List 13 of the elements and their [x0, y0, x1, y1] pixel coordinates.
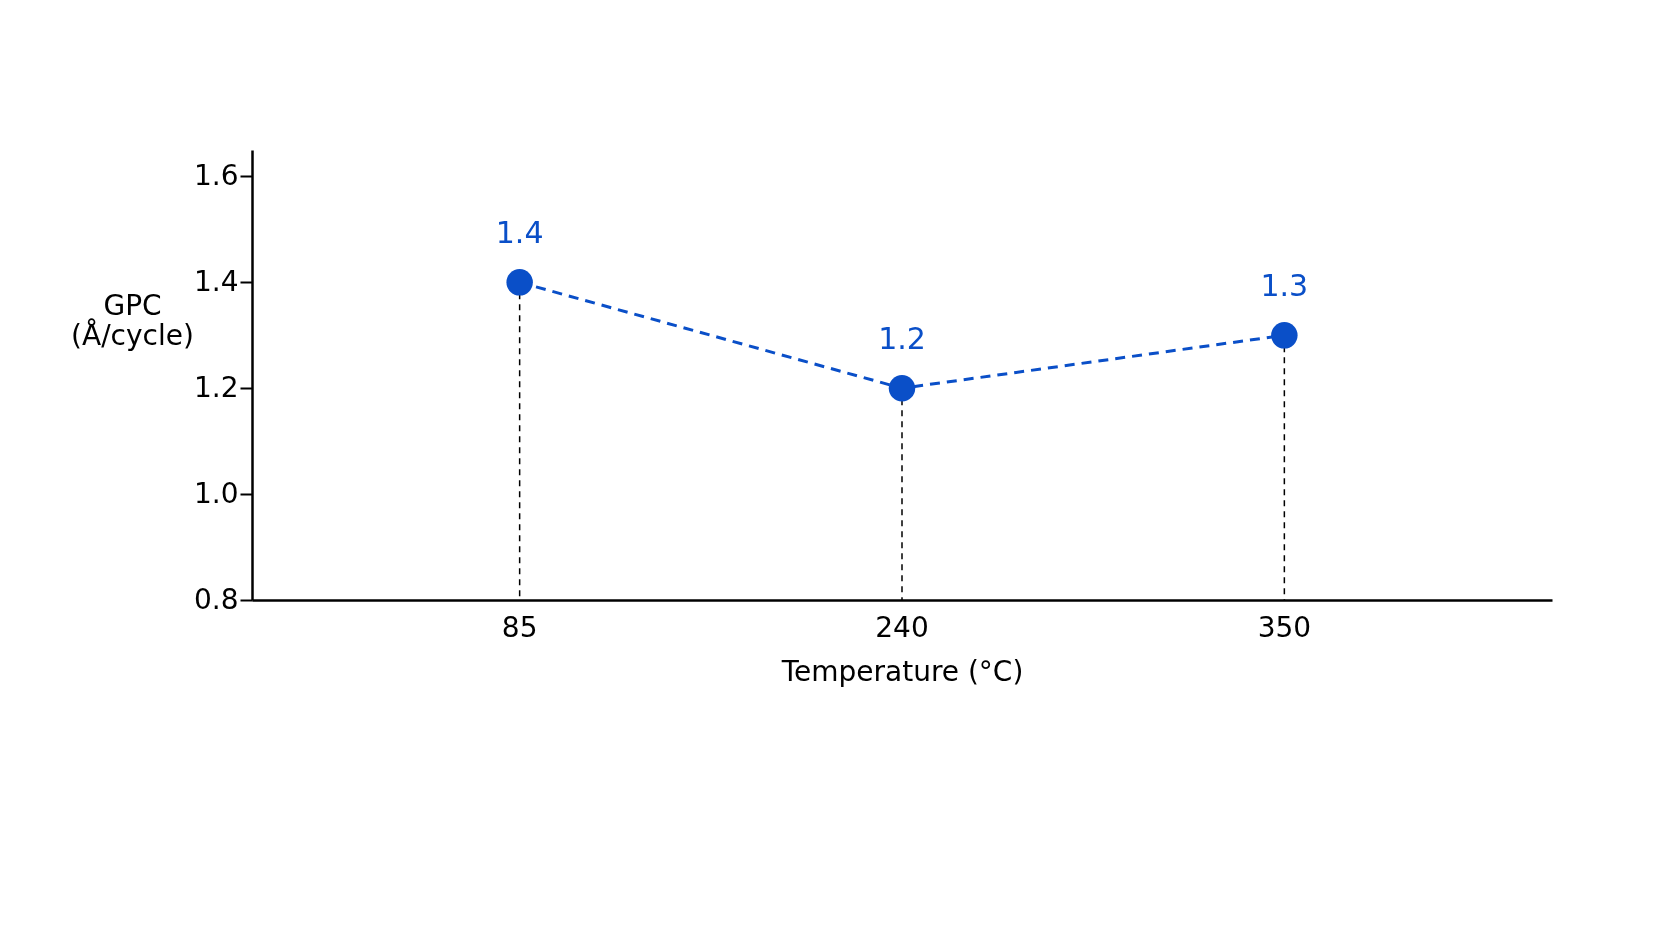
y-tick-label: 1.0	[193, 476, 239, 510]
x-axis-title: Temperature (°C)	[780, 654, 1024, 688]
x-tick-label: 350	[1257, 610, 1312, 644]
y-tick-label: 1.6	[193, 158, 239, 192]
y-tick-label: 1.2	[193, 370, 239, 404]
y-tick-label: 1.4	[193, 264, 239, 298]
data-label: 1.2	[878, 321, 926, 357]
x-tick-label: 240	[875, 610, 929, 644]
y-tick-label: 0.8	[193, 582, 239, 616]
y-axis-title: GPC (Å/cycle)	[71, 288, 194, 352]
x-tick-label: 85	[501, 610, 538, 644]
data-label: 1.4	[495, 215, 544, 251]
data-label: 1.3	[1260, 268, 1309, 304]
